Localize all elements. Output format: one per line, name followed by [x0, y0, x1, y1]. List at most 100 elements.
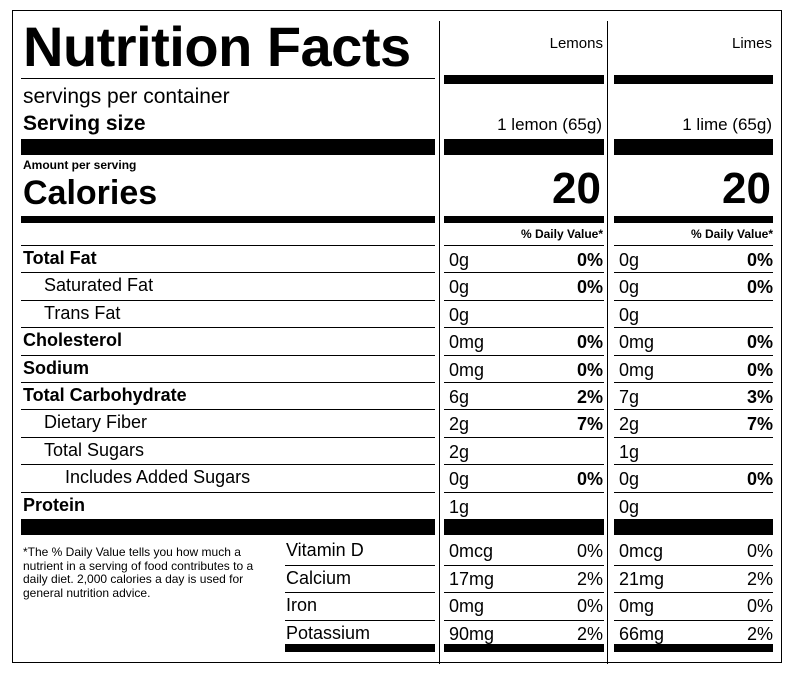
nutrient-separator [21, 327, 435, 329]
vitamin-amount-limes: 21mg [619, 568, 665, 589]
nutrient-dv-limes: 0% [746, 277, 773, 298]
nutrient-separator [21, 464, 435, 466]
vitamin-separator [285, 619, 435, 621]
servings-per-container-label: servings per container [23, 85, 230, 108]
nutrient-label: Includes Added Sugars [65, 467, 251, 488]
nutrient-label: Sodium [23, 357, 89, 378]
nutrient-dv-limes: 3% [746, 387, 773, 407]
vitamin-amount-lemons: 90mg [449, 623, 495, 644]
vitamin-dv-lemons: 2% [576, 623, 603, 644]
serving-size-label: Serving size [23, 112, 146, 135]
nutrient-amount-lemons: 1g [449, 496, 470, 517]
nutrient-amount-limes: 7g [619, 387, 640, 407]
title-rule-main [21, 78, 435, 79]
vitamin-amount-lemons: 17mg [449, 568, 495, 589]
bottom-rule-main [285, 644, 435, 652]
serving-size-lemons: 1 lemon (65g) [497, 115, 602, 134]
vitamin-rule-limes [614, 519, 773, 535]
vitamin-separator-limes [614, 592, 773, 593]
nutrient-amount-limes: 0mg [619, 359, 655, 380]
nutrient-separator-limes [614, 491, 773, 493]
nutrient-amount-lemons: 0mg [449, 332, 485, 353]
nutrient-separator-lemons [444, 245, 604, 246]
daily-value-footnote: *The % Daily Value tells you how much a … [23, 545, 254, 600]
nutrient-amount-lemons: 6g [449, 387, 470, 407]
nutrient-separator-limes [614, 354, 773, 356]
calories-lemons: 20 [552, 164, 601, 213]
nutrient-label: Cholesterol [23, 330, 123, 351]
nutrient-label: Saturated Fat [44, 275, 154, 296]
vitamin-separator [285, 592, 435, 593]
column-divider-left [439, 21, 440, 664]
nutrient-separator [21, 382, 435, 383]
nutrient-amount-limes: 2g [619, 414, 640, 435]
nutrient-amount-limes: 0g [619, 304, 640, 325]
calories-label: Calories [23, 174, 158, 212]
nutrient-dv-lemons: 0% [576, 250, 603, 270]
nutrient-dv-lemons: 7% [576, 414, 603, 435]
vitamin-amount-limes: 0mg [619, 596, 655, 616]
vitamin-dv-limes: 2% [746, 623, 773, 644]
nutrient-label: Dietary Fiber [44, 412, 148, 433]
nutrient-separator-lemons [444, 299, 604, 301]
nutrient-dv-limes: 0% [746, 250, 773, 270]
nutrient-separator-lemons [444, 464, 604, 466]
nutrient-separator-limes [614, 409, 773, 411]
nutrient-separator-lemons [444, 382, 604, 383]
nutrient-amount-lemons: 0g [449, 277, 470, 298]
nutrient-amount-limes: 0g [619, 469, 640, 490]
nutrient-separator-lemons [444, 327, 604, 329]
nutrient-separator-lemons [444, 409, 604, 411]
nutrient-separator-lemons [444, 436, 604, 438]
daily-value-header-lemons: % Daily Value* [520, 227, 603, 241]
vitamin-dv-limes: 0% [746, 596, 773, 616]
nutrient-amount-lemons: 2g [449, 414, 470, 435]
nutrition-facts-label: Nutrition Facts Lemons Limes servings pe… [12, 10, 782, 664]
serving-rule-limes [614, 139, 773, 155]
nutrient-amount-limes: 0g [619, 496, 640, 517]
serving-rule-lemons [444, 139, 604, 155]
nutrient-dv-lemons: 0% [576, 359, 603, 380]
calories-limes: 20 [722, 164, 771, 213]
vitamin-separator-lemons [444, 564, 604, 566]
nutrient-amount-lemons: 2g [449, 441, 470, 462]
nutrient-amount-lemons: 0g [449, 304, 470, 325]
nutrient-separator-lemons [444, 491, 604, 493]
label-title: Nutrition Facts [23, 15, 411, 78]
title-rule-limes [614, 75, 773, 84]
bottom-rule-lemons [444, 644, 604, 652]
nutrient-amount-limes: 0g [619, 250, 640, 270]
nutrient-label: Total Fat [23, 248, 97, 268]
vitamin-amount-lemons: 0mg [449, 596, 485, 616]
vitamin-amount-limes: 0mcg [619, 541, 664, 561]
nutrient-dv-limes: 0% [746, 469, 773, 490]
nutrient-separator-limes [614, 299, 773, 301]
vitamin-amount-lemons: 0mcg [449, 541, 494, 561]
vitamin-dv-lemons: 2% [576, 568, 603, 589]
vitamin-dv-limes: 0% [746, 541, 773, 561]
vitamin-dv-lemons: 0% [576, 541, 603, 561]
vitamin-label: Iron [286, 595, 318, 615]
nutrient-amount-limes: 0g [619, 277, 640, 298]
vitamin-separator [285, 564, 435, 566]
nutrient-separator [21, 436, 435, 438]
vitamin-rule-main [21, 519, 435, 535]
nutrient-dv-lemons: 0% [576, 332, 603, 353]
nutrient-amount-limes: 0mg [619, 332, 655, 353]
nutrient-separator [21, 409, 435, 411]
nutrient-dv-limes: 0% [746, 359, 773, 380]
vitamin-label: Vitamin D [286, 540, 364, 560]
column-header-limes: Limes [731, 35, 772, 52]
nutrient-amount-lemons: 0mg [449, 359, 485, 380]
nutrient-dv-lemons: 0% [576, 277, 603, 298]
vitamin-label: Potassium [286, 622, 371, 643]
nutrient-dv-lemons: 0% [576, 469, 603, 490]
nutrient-separator [21, 245, 435, 246]
vitamin-label: Calcium [286, 567, 352, 588]
vitamin-amount-limes: 66mg [619, 623, 665, 644]
nutrient-amount-lemons: 0g [449, 469, 470, 490]
vitamin-dv-lemons: 0% [576, 596, 603, 616]
nutrient-separator-limes [614, 245, 773, 246]
nutrient-label: Trans Fat [44, 302, 121, 323]
nutrient-label: Protein [23, 494, 86, 515]
